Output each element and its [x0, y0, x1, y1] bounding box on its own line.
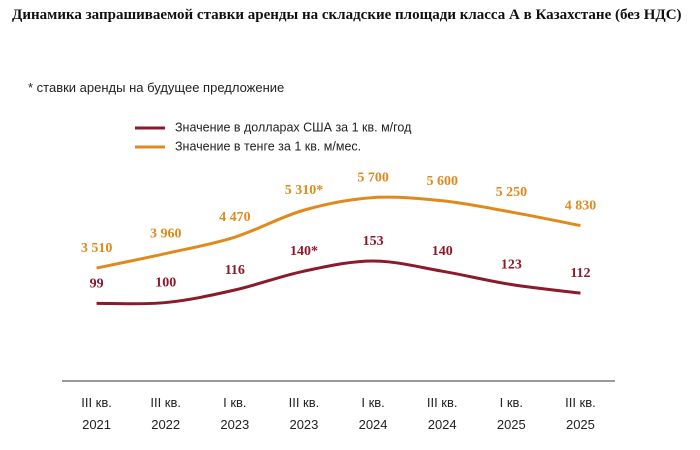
x-tick-label: III кв. 2024 — [426, 395, 458, 432]
data-label: 100 — [155, 276, 176, 291]
data-label: 4 830 — [565, 199, 597, 214]
x-tick-label: I кв. 2025 — [496, 395, 526, 432]
x-tick-label: III кв. 2025 — [565, 395, 596, 432]
data-label: 116 — [225, 263, 245, 278]
data-label: 123 — [501, 258, 522, 273]
data-label: 153 — [363, 234, 384, 249]
data-label: 3 960 — [150, 227, 182, 242]
data-label: 112 — [570, 266, 590, 281]
legend-label: Значение в долларах США за 1 кв. м/год — [175, 120, 412, 134]
x-tick-label: I кв. 2024 — [358, 395, 388, 432]
data-label: 3 510 — [81, 241, 113, 256]
data-label: 5 310* — [285, 183, 324, 198]
data-label: 5 250 — [496, 185, 528, 200]
data-label: 140 — [432, 244, 453, 259]
x-tick-label: III кв. 2023 — [288, 395, 320, 432]
chart-title: Динамика запрашиваемой ставки аренды на … — [12, 7, 682, 23]
series-line — [96, 259, 581, 306]
data-label: 4 470 — [219, 210, 251, 225]
data-label: 99 — [90, 276, 104, 291]
x-tick-label: III кв. 2022 — [150, 395, 182, 432]
data-label: 140* — [290, 244, 318, 259]
legend-label: Значение в тенге за 1 кв. м/мес. — [175, 139, 361, 153]
chart-subtitle: * ставки аренды на будущее предложение — [28, 80, 285, 95]
x-tick-label: III кв. 2021 — [81, 395, 112, 432]
data-label: 5 700 — [357, 171, 389, 186]
series-line — [96, 195, 581, 270]
data-label: 5 600 — [426, 174, 458, 189]
x-tick-label: I кв. 2023 — [220, 395, 250, 432]
